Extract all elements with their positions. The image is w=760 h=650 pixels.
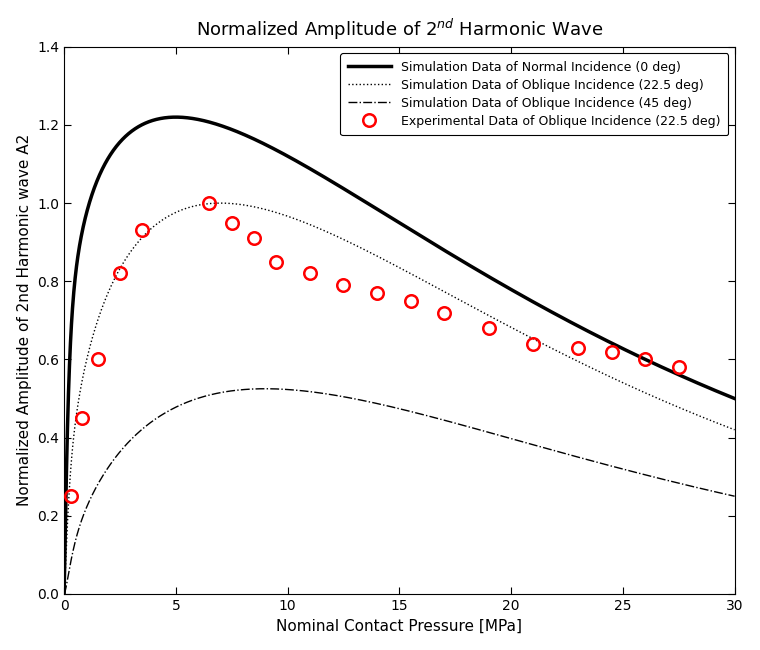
Legend: Simulation Data of Normal Incidence (0 deg), Simulation Data of Oblique Incidenc: Simulation Data of Normal Incidence (0 d… <box>340 53 728 135</box>
Experimental Data of Oblique Incidence (22.5 deg) <box>372 289 382 297</box>
Line: Simulation Data of Normal Incidence (0 deg): Simulation Data of Normal Incidence (0 d… <box>64 117 735 594</box>
Experimental Data of Oblique Incidence (22.5 deg) <box>607 348 616 356</box>
Simulation Data of Oblique Incidence (22.5 deg) <box>96 309 105 317</box>
Simulation Data of Normal Incidence (0 deg) <box>730 395 739 402</box>
Simulation Data of Oblique Incidence (22.5 deg) <box>74 395 84 402</box>
Simulation Data of Oblique Incidence (22.5 deg) <box>730 426 739 434</box>
Simulation Data of Oblique Incidence (22.5 deg) <box>59 590 68 598</box>
Experimental Data of Oblique Incidence (22.5 deg) <box>227 219 236 227</box>
Experimental Data of Oblique Incidence (22.5 deg) <box>249 235 258 242</box>
Simulation Data of Oblique Incidence (45 deg) <box>74 525 84 532</box>
Experimental Data of Oblique Incidence (22.5 deg) <box>138 227 147 235</box>
Experimental Data of Oblique Incidence (22.5 deg) <box>339 281 348 289</box>
Experimental Data of Oblique Incidence (22.5 deg) <box>674 363 683 371</box>
Simulation Data of Oblique Incidence (45 deg) <box>730 492 739 500</box>
Experimental Data of Oblique Incidence (22.5 deg) <box>272 258 281 266</box>
Title: Normalized Amplitude of 2$^{nd}$ Harmonic Wave: Normalized Amplitude of 2$^{nd}$ Harmoni… <box>196 17 603 42</box>
Simulation Data of Oblique Incidence (22.5 deg) <box>309 222 318 230</box>
Simulation Data of Oblique Incidence (22.5 deg) <box>612 376 621 384</box>
Experimental Data of Oblique Incidence (22.5 deg) <box>116 270 125 278</box>
Simulation Data of Oblique Incidence (45 deg) <box>309 388 318 396</box>
Simulation Data of Oblique Incidence (45 deg) <box>96 476 105 484</box>
Simulation Data of Oblique Incidence (22.5 deg) <box>119 259 128 266</box>
Experimental Data of Oblique Incidence (22.5 deg) <box>574 344 583 352</box>
Experimental Data of Oblique Incidence (22.5 deg) <box>641 356 650 363</box>
Simulation Data of Oblique Incidence (45 deg) <box>463 422 472 430</box>
Experimental Data of Oblique Incidence (22.5 deg) <box>204 199 214 207</box>
Line: Simulation Data of Oblique Incidence (45 deg): Simulation Data of Oblique Incidence (45… <box>64 389 735 594</box>
Line: Simulation Data of Oblique Incidence (22.5 deg): Simulation Data of Oblique Incidence (22… <box>64 203 735 594</box>
Simulation Data of Normal Incidence (0 deg) <box>463 260 472 268</box>
Experimental Data of Oblique Incidence (22.5 deg) <box>484 324 493 332</box>
Y-axis label: Normalized Amplitude of 2nd Harmonic wave A2: Normalized Amplitude of 2nd Harmonic wav… <box>17 134 32 506</box>
X-axis label: Nominal Contact Pressure [MPa]: Nominal Contact Pressure [MPa] <box>277 618 522 633</box>
Simulation Data of Oblique Incidence (45 deg) <box>59 590 68 598</box>
Simulation Data of Normal Incidence (0 deg) <box>74 246 84 254</box>
Simulation Data of Normal Incidence (0 deg) <box>59 590 68 598</box>
Simulation Data of Oblique Incidence (45 deg) <box>261 385 270 393</box>
Simulation Data of Normal Incidence (0 deg) <box>171 113 180 121</box>
Simulation Data of Oblique Incidence (22.5 deg) <box>463 300 472 308</box>
Simulation Data of Normal Incidence (0 deg) <box>96 170 105 178</box>
Simulation Data of Normal Incidence (0 deg) <box>612 341 621 349</box>
Experimental Data of Oblique Incidence (22.5 deg) <box>439 309 448 317</box>
Experimental Data of Oblique Incidence (22.5 deg) <box>306 270 315 278</box>
Simulation Data of Normal Incidence (0 deg) <box>309 167 318 175</box>
Simulation Data of Oblique Incidence (45 deg) <box>612 463 621 471</box>
Line: Experimental Data of Oblique Incidence (22.5 deg): Experimental Data of Oblique Incidence (… <box>65 197 685 502</box>
Simulation Data of Oblique Incidence (45 deg) <box>119 444 128 452</box>
Experimental Data of Oblique Incidence (22.5 deg) <box>66 492 75 500</box>
Simulation Data of Oblique Incidence (22.5 deg) <box>216 199 225 207</box>
Experimental Data of Oblique Incidence (22.5 deg) <box>529 340 538 348</box>
Experimental Data of Oblique Incidence (22.5 deg) <box>406 297 415 305</box>
Experimental Data of Oblique Incidence (22.5 deg) <box>93 356 102 363</box>
Experimental Data of Oblique Incidence (22.5 deg) <box>78 414 87 422</box>
Simulation Data of Normal Incidence (0 deg) <box>119 135 128 142</box>
